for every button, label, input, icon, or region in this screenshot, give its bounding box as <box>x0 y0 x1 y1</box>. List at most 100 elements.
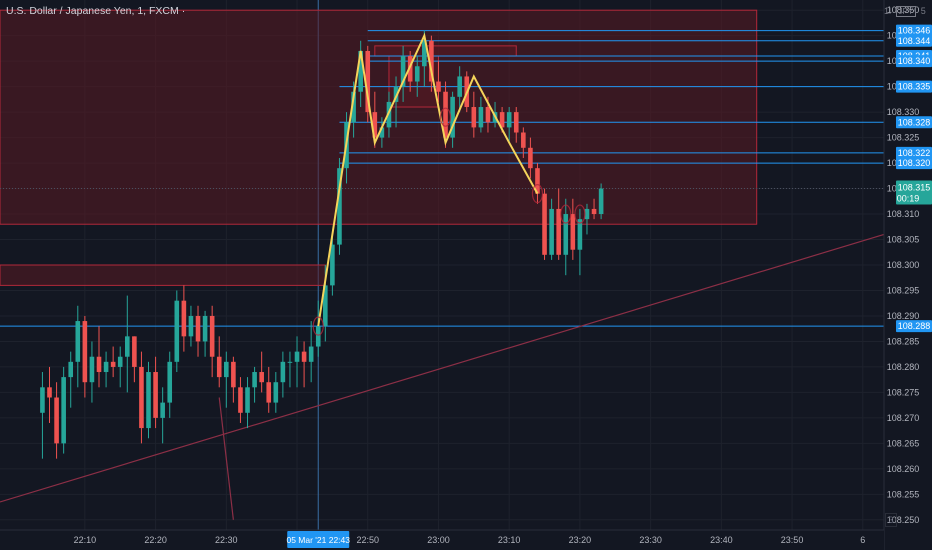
candle-body <box>542 193 547 255</box>
candle-body <box>351 91 356 123</box>
candle-body <box>513 112 519 133</box>
candle-body <box>259 372 264 383</box>
candle-body <box>598 188 604 215</box>
candle-body <box>139 366 144 429</box>
symbol-legend[interactable]: U.S. Dollar / Japanese Yen, 1, FXCM · <box>6 5 185 17</box>
time-tick-label: 22:30 <box>215 535 238 545</box>
price-tick-label: 108.305 <box>887 235 920 245</box>
candle-body <box>506 112 512 128</box>
candle-body <box>181 300 187 337</box>
candle-body <box>188 315 194 337</box>
price-tag <box>896 146 932 159</box>
candle-body <box>414 66 420 82</box>
price-tag-label: 108.346 <box>898 26 931 36</box>
pattern-line <box>317 32 539 327</box>
price-axis[interactable]: 108.250 108.255 108.260 108.265 108.270 108.2… <box>883 0 932 550</box>
scale-corner[interactable]: 1l JPY 5 <box>884 6 926 17</box>
candle-body <box>54 397 59 444</box>
candle-body <box>478 107 484 128</box>
candle-body <box>117 356 123 367</box>
trend-line <box>0 233 885 503</box>
candle-body <box>400 56 406 87</box>
zone-rect <box>374 45 517 57</box>
candle-body <box>358 50 363 92</box>
current-price-tag <box>896 180 932 205</box>
countdown-label: 00:19 <box>897 194 920 204</box>
pattern-marker <box>574 204 586 224</box>
candle-body <box>96 356 102 373</box>
candle-body <box>209 315 215 357</box>
price-tag-label: 108.288 <box>898 321 931 331</box>
price-tag <box>896 34 932 47</box>
crosshair-time-label: 05 Mar '21 22:43 <box>286 535 350 545</box>
candle-body <box>89 356 95 383</box>
candle-body <box>103 361 109 373</box>
price-tag <box>896 55 932 68</box>
candle-body <box>174 300 180 362</box>
candle-body <box>61 377 66 444</box>
price-tick-label: 108.350 <box>887 5 920 15</box>
candle-body <box>584 208 590 220</box>
candle-body <box>528 147 533 169</box>
time-tick-label: 22:10 <box>74 535 97 545</box>
price-tick-label: 108.265 <box>887 438 920 448</box>
candle-body <box>160 402 165 418</box>
candle-body <box>110 361 116 367</box>
corner-right: 5 <box>920 6 926 16</box>
candle-body <box>294 351 300 362</box>
legend-dot: · <box>181 5 186 17</box>
price-tag-label: 108.340 <box>898 56 931 66</box>
price-tick-label: 108.300 <box>887 260 920 270</box>
candle-body <box>146 372 151 429</box>
candle-body <box>337 168 342 245</box>
candle-body <box>124 336 130 357</box>
candle-body <box>68 361 74 378</box>
price-tag-label: 108.328 <box>898 117 931 127</box>
candle-body <box>570 214 576 250</box>
pattern-path <box>312 32 586 336</box>
candle-body <box>245 387 250 413</box>
candle-body <box>372 112 378 138</box>
corner-left: 1l <box>884 6 892 16</box>
candle-body <box>238 387 243 413</box>
candle-body <box>535 168 540 194</box>
price-tick-label: 108.280 <box>887 362 920 372</box>
pattern-marker <box>531 184 544 204</box>
time-tick-label: 22:50 <box>356 535 379 545</box>
currency-badge: JPY <box>895 6 917 17</box>
symbol-title: U.S. Dollar / Japanese Yen, 1, FXCM <box>6 5 179 17</box>
candle-body <box>195 315 201 342</box>
time-tick-label: 23:00 <box>427 535 450 545</box>
candle-body <box>167 361 173 403</box>
price-tick-label: 108.325 <box>887 133 920 143</box>
candle-body <box>224 361 229 378</box>
horizontal-levels <box>0 30 884 327</box>
pattern-marker <box>560 204 572 224</box>
price-tick-label: 108.285 <box>887 336 920 346</box>
candle-body <box>429 40 434 82</box>
candle-body <box>443 91 448 138</box>
price-tick-label: 108.330 <box>887 107 920 117</box>
candle-body <box>82 321 88 383</box>
candle-body <box>280 361 286 383</box>
candle-body <box>330 244 335 286</box>
candle-body <box>591 208 597 215</box>
candle-body <box>252 372 257 388</box>
time-axis[interactable]: 22:10 22:20 22:30 05 Mar '21 22:43 22:50 23:0… <box>0 529 884 550</box>
time-tick-label: 23:40 <box>710 535 733 545</box>
price-tag <box>896 320 932 333</box>
price-tag <box>896 80 932 93</box>
candle-body <box>422 40 427 67</box>
candle-body <box>75 321 81 362</box>
time-tick-label: 23:10 <box>498 535 521 545</box>
price-tick-label: 108.250 <box>887 515 920 525</box>
scale-mode-button[interactable]: 3 <box>885 513 897 527</box>
trend-lines <box>0 233 885 520</box>
price-tick-label: 108.295 <box>887 285 920 295</box>
current-price-label: 108.315 <box>898 183 931 193</box>
candle-body <box>47 387 52 398</box>
candle-body <box>315 326 321 347</box>
price-tag <box>896 24 932 37</box>
crosshair-time-tag <box>287 531 350 548</box>
